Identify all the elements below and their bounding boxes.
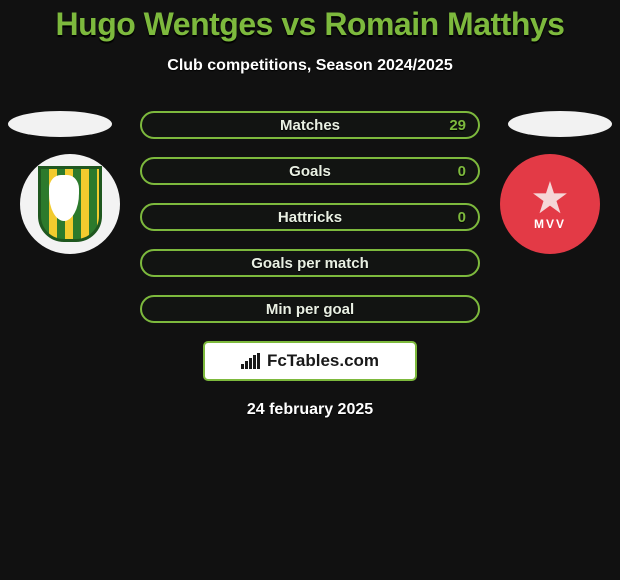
ado-shield-icon [38,166,102,242]
team-badge-right: ★ MVV [500,154,600,254]
stat-row-matches: Matches 29 [140,111,480,139]
brand-text: FcTables.com [267,351,379,371]
stat-label: Matches [280,117,340,134]
bar-chart-icon [241,353,261,369]
stat-row-goals-per-match: Goals per match [140,249,480,277]
stat-right-value: 29 [449,117,466,134]
brand-pill: FcTables.com [203,341,417,381]
team-badge-left [20,154,120,254]
stat-label: Min per goal [266,301,354,318]
player-avatar-placeholder-left [8,111,112,137]
stat-rows: Matches 29 Goals 0 Hattricks 0 Goals per… [140,111,480,323]
stat-row-min-per-goal: Min per goal [140,295,480,323]
comparison-content: ★ MVV Matches 29 Goals 0 Hattricks 0 Goa… [0,111,620,419]
stat-row-goals: Goals 0 [140,157,480,185]
snapshot-date: 24 february 2025 [0,401,620,419]
page-subtitle: Club competitions, Season 2024/2025 [0,57,620,75]
stat-right-value: 0 [458,209,466,226]
page-title: Hugo Wentges vs Romain Matthys [0,0,620,43]
team-badge-right-label: MVV [534,217,566,231]
stat-label: Hattricks [278,209,342,226]
star-icon: ★ [530,177,569,221]
stat-label: Goals [289,163,331,180]
stat-label: Goals per match [251,255,369,272]
player-avatar-placeholder-right [508,111,612,137]
stat-row-hattricks: Hattricks 0 [140,203,480,231]
stat-right-value: 0 [458,163,466,180]
